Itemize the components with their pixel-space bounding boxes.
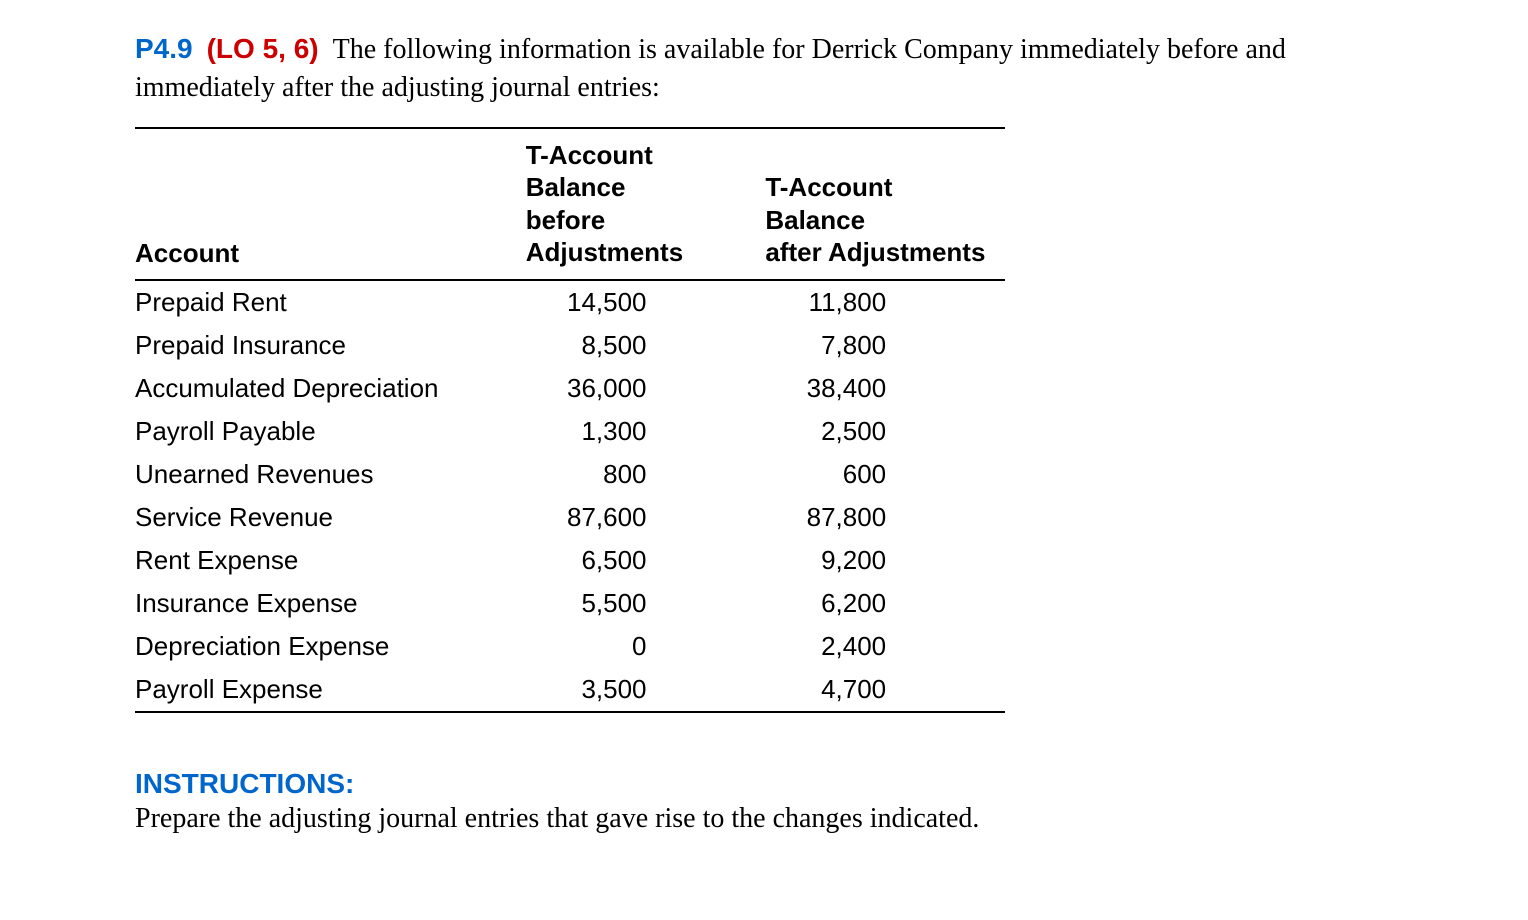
learning-objective: (LO 5, 6) — [207, 33, 319, 64]
cell-after: 6,200 — [765, 582, 886, 625]
table-row: Payroll Expense 3,500 4,700 — [135, 668, 1005, 712]
problem-number: P4.9 — [135, 33, 193, 64]
cell-after: 9,200 — [765, 539, 886, 582]
cell-spacer — [886, 324, 1005, 367]
cell-spacer — [647, 582, 766, 625]
cell-after: 4,700 — [765, 668, 886, 712]
cell-spacer — [647, 410, 766, 453]
cell-spacer — [647, 496, 766, 539]
cell-spacer — [886, 496, 1005, 539]
table-row: Prepaid Rent 14,500 11,800 — [135, 280, 1005, 324]
table-body: Prepaid Rent 14,500 11,800 Prepaid Insur… — [135, 280, 1005, 712]
cell-spacer — [886, 367, 1005, 410]
cell-account: Payroll Expense — [135, 668, 526, 712]
cell-account: Payroll Payable — [135, 410, 526, 453]
col-header-after-line1: T-Account Balance — [765, 172, 892, 235]
cell-after: 7,800 — [765, 324, 886, 367]
cell-spacer — [647, 539, 766, 582]
cell-before: 14,500 — [526, 280, 647, 324]
col-header-account: Account — [135, 128, 526, 280]
cell-before: 3,500 — [526, 668, 647, 712]
table-row: Prepaid Insurance 8,500 7,800 — [135, 324, 1005, 367]
balances-table: Account T-Account Balance before Adjustm… — [135, 127, 1005, 713]
instructions-heading: INSTRUCTIONS: — [135, 768, 1408, 800]
cell-before: 1,300 — [526, 410, 647, 453]
cell-account: Depreciation Expense — [135, 625, 526, 668]
cell-before: 5,500 — [526, 582, 647, 625]
col-header-before-line2: before Adjustments — [526, 204, 758, 269]
cell-spacer — [886, 453, 1005, 496]
cell-before: 36,000 — [526, 367, 647, 410]
cell-account: Prepaid Insurance — [135, 324, 526, 367]
cell-after: 2,500 — [765, 410, 886, 453]
problem-intro: P4.9 (LO 5, 6) The following information… — [135, 30, 1408, 107]
cell-after: 38,400 — [765, 367, 886, 410]
col-header-before-line1: T-Account Balance — [526, 140, 653, 203]
cell-spacer — [886, 410, 1005, 453]
table-row: Accumulated Depreciation 36,000 38,400 — [135, 367, 1005, 410]
cell-after: 2,400 — [765, 625, 886, 668]
table-row: Payroll Payable 1,300 2,500 — [135, 410, 1005, 453]
cell-before: 800 — [526, 453, 647, 496]
instructions: INSTRUCTIONS: Prepare the adjusting jour… — [135, 768, 1408, 838]
col-header-after: T-Account Balance after Adjustments — [765, 128, 1005, 280]
table-row: Depreciation Expense 0 2,400 — [135, 625, 1005, 668]
cell-spacer — [647, 453, 766, 496]
cell-spacer — [647, 280, 766, 324]
cell-spacer — [886, 625, 1005, 668]
cell-spacer — [647, 625, 766, 668]
cell-account: Rent Expense — [135, 539, 526, 582]
cell-after: 600 — [765, 453, 886, 496]
table-row: Rent Expense 6,500 9,200 — [135, 539, 1005, 582]
cell-account: Prepaid Rent — [135, 280, 526, 324]
cell-spacer — [647, 367, 766, 410]
cell-after: 11,800 — [765, 280, 886, 324]
page: P4.9 (LO 5, 6) The following information… — [0, 0, 1528, 837]
table-header-row: Account T-Account Balance before Adjustm… — [135, 128, 1005, 280]
cell-after: 87,800 — [765, 496, 886, 539]
cell-account: Service Revenue — [135, 496, 526, 539]
table-row: Service Revenue 87,600 87,800 — [135, 496, 1005, 539]
cell-account: Unearned Revenues — [135, 453, 526, 496]
cell-account: Insurance Expense — [135, 582, 526, 625]
cell-spacer — [647, 324, 766, 367]
table-row: Insurance Expense 5,500 6,200 — [135, 582, 1005, 625]
cell-spacer — [886, 280, 1005, 324]
cell-before: 0 — [526, 625, 647, 668]
cell-before: 87,600 — [526, 496, 647, 539]
cell-spacer — [886, 539, 1005, 582]
col-header-before: T-Account Balance before Adjustments — [526, 128, 766, 280]
cell-before: 8,500 — [526, 324, 647, 367]
cell-before: 6,500 — [526, 539, 647, 582]
cell-spacer — [886, 582, 1005, 625]
cell-account: Accumulated Depreciation — [135, 367, 526, 410]
cell-spacer — [647, 668, 766, 712]
col-header-after-line2: after Adjustments — [765, 236, 997, 269]
table-row: Unearned Revenues 800 600 — [135, 453, 1005, 496]
instructions-body: Prepare the adjusting journal entries th… — [135, 800, 1408, 838]
cell-spacer — [886, 668, 1005, 712]
